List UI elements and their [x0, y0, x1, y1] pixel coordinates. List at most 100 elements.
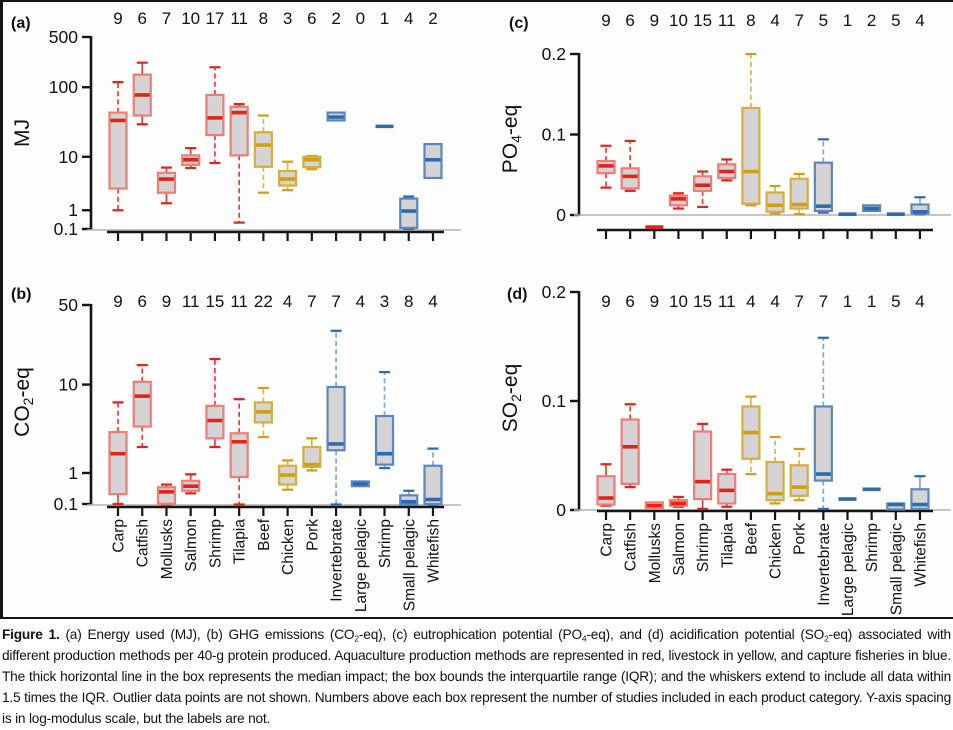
iqr-box	[156, 486, 177, 505]
category-label: Carp	[111, 519, 128, 553]
category-label: Small pelagic	[888, 523, 905, 615]
box-b-mollusks	[156, 483, 177, 506]
box-a-salmon	[181, 147, 201, 170]
iqr-box	[156, 171, 177, 194]
study-count-label: 8	[259, 9, 268, 28]
study-count-label: 7	[307, 292, 316, 311]
box-d-pork	[789, 447, 809, 502]
box-c-salmon	[668, 192, 689, 210]
category-label: Salmon	[671, 523, 688, 576]
study-count-label: 11	[718, 11, 736, 30]
iqr-box	[399, 197, 419, 229]
study-count-label: 7	[162, 9, 171, 28]
box-d-whitefish	[910, 475, 930, 511]
y-tick-label: 50	[59, 295, 79, 315]
category-label: Chicken	[768, 523, 785, 579]
study-count-label: 9	[601, 11, 610, 30]
iqr-box	[108, 430, 128, 496]
caption-text-segment: Figure 1.	[2, 627, 60, 642]
iqr-box	[789, 464, 809, 497]
box-c-shrimp	[692, 170, 713, 209]
iqr-box	[423, 464, 443, 506]
category-label: Mollusks	[647, 523, 664, 584]
iqr-box	[765, 191, 785, 213]
box-b-beef	[253, 386, 273, 439]
box-d-tilapia	[717, 468, 737, 508]
box-c-tilapia	[717, 158, 737, 182]
study-count-label: 9	[601, 292, 610, 311]
category-label: Large pelagic	[353, 519, 370, 612]
caption-text-segment: (a) Energy used (MJ), (b) GHG emissions …	[59, 627, 355, 642]
category-label: Whitefish	[425, 519, 442, 583]
caption-text-segment: -eq), and (d) acidification potential (S…	[586, 627, 825, 642]
y-tick-label: 500	[49, 27, 78, 47]
category-label: Mollusks	[159, 519, 176, 580]
box-c-catfish	[620, 139, 640, 192]
box-d-salmon	[668, 495, 689, 508]
study-count-label: 8	[746, 11, 755, 30]
study-count-label: 15	[693, 11, 712, 30]
box-c-shrimp	[862, 204, 882, 213]
y-tick-label: 0.2	[542, 282, 566, 302]
figure-caption: Figure 1. (a) Energy used (MJ), (b) GHG …	[0, 619, 953, 730]
category-label: Catfish	[135, 519, 152, 567]
iqr-box	[326, 385, 346, 452]
y-tick-label: 0.2	[542, 44, 566, 64]
y-axis-label-c: PO4-eq	[499, 105, 524, 174]
study-count-label: 9	[113, 9, 122, 28]
category-label: Pork	[792, 523, 809, 555]
box-a-small-pelagic	[399, 195, 419, 231]
y-axis-label-d: SO2-eq	[499, 364, 524, 433]
iqr-box	[229, 432, 249, 479]
study-count-label: 9	[650, 11, 659, 30]
box-d-shrimp	[692, 422, 713, 511]
figure-panel-area: (a) MJ 500 100 10 1 0.1 9 6 7 10 17 11 8 3 6 2 0 1 4 2 (b) CO2…	[0, 0, 953, 619]
study-count-label: 15	[693, 292, 712, 311]
box-b-whitefish	[423, 447, 443, 506]
box-a-invertebrate	[326, 111, 346, 122]
iqr-box	[132, 380, 152, 428]
study-count-label: 1	[380, 9, 389, 28]
box-c-invertebrate	[813, 138, 833, 214]
box-a-tilapia	[229, 102, 249, 224]
study-count-label: 4	[356, 292, 365, 311]
box-a-mollusks	[156, 166, 177, 205]
study-count-label: 2	[331, 9, 340, 28]
iqr-box	[253, 131, 273, 168]
box-a-shrimp	[205, 66, 225, 165]
study-count-label: 4	[915, 11, 924, 30]
box-b-salmon	[181, 473, 201, 495]
iqr-box	[741, 106, 761, 205]
study-count-label: 1	[843, 11, 852, 30]
panel-letter-a: (a)	[11, 15, 31, 32]
study-count-label: 4	[746, 292, 755, 311]
box-b-catfish	[132, 364, 152, 449]
box-b-carp	[108, 401, 128, 506]
category-label: Invertebrate	[816, 523, 833, 606]
iqr-box	[374, 414, 395, 466]
category-label: Catfish	[623, 523, 640, 571]
box-b-pork	[302, 437, 322, 472]
study-count-label: 6	[625, 11, 634, 30]
iqr-box	[596, 475, 616, 506]
box-d-mollusks	[644, 501, 664, 511]
caption-text-segment: -eq) associated with different productio…	[2, 627, 951, 726]
box-a-whitefish	[423, 142, 443, 180]
y-tick-label: 1	[68, 463, 78, 483]
y-tick-label: 100	[49, 77, 78, 97]
caption-text-segment: -eq), (c) eutrophication potential (PO	[358, 627, 582, 642]
study-count-label: 10	[181, 9, 200, 28]
study-count-label: 4	[428, 292, 437, 311]
y-tick-label: 0.1	[54, 494, 78, 514]
category-label: Carp	[599, 523, 616, 557]
category-label: Large pelagic	[840, 523, 857, 616]
study-count-label: 8	[404, 292, 413, 311]
box-c-pork	[789, 172, 809, 216]
iqr-box	[813, 405, 833, 482]
box-b-invertebrate	[326, 329, 346, 506]
box-a-chicken	[278, 160, 298, 192]
study-count-label: 7	[331, 292, 340, 311]
study-count-label: 5	[891, 11, 900, 30]
